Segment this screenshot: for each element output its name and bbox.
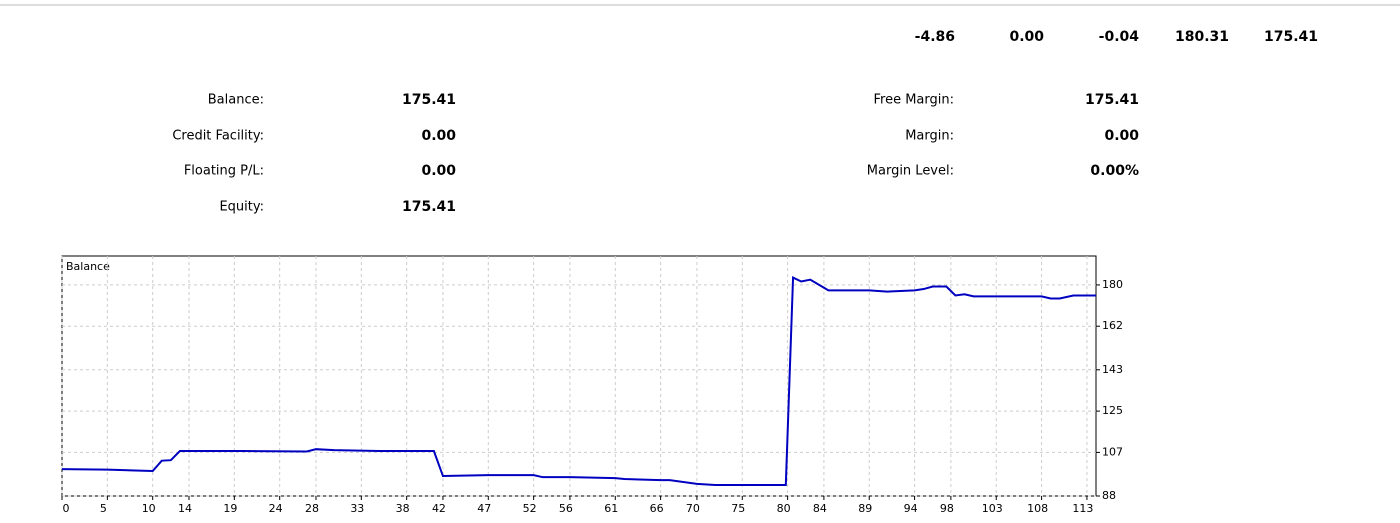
summary-value: 175.41 — [1085, 92, 1139, 108]
x-tick-label: 52 — [523, 502, 537, 515]
x-tick-label: 28 — [305, 502, 319, 515]
x-tick-label: 70 — [686, 502, 700, 515]
x-tick-label: 80 — [777, 502, 791, 515]
summary-label: Equity: — [219, 200, 264, 215]
summary-label: Margin Level: — [867, 164, 954, 179]
x-tick-label: 94 — [904, 502, 918, 515]
y-tick-label: 143 — [1102, 363, 1123, 376]
total-value: -0.04 — [1099, 29, 1140, 45]
x-tick-label: 33 — [350, 502, 364, 515]
x-tick-label: 98 — [940, 502, 954, 515]
x-tick-label: 0 — [63, 502, 70, 515]
summary-label: Balance: — [208, 93, 264, 108]
x-tick-label: 56 — [559, 502, 573, 515]
summary-label: Credit Facility: — [172, 129, 264, 144]
y-tick-label: 180 — [1102, 278, 1123, 291]
x-tick-label: 61 — [604, 502, 618, 515]
x-tick-label: 5 — [100, 502, 107, 515]
x-tick-label: 19 — [223, 502, 237, 515]
x-tick-label: 10 — [142, 502, 156, 515]
summary-label: Free Margin: — [873, 93, 954, 108]
x-tick-label: 66 — [650, 502, 664, 515]
summary-value: 0.00 — [421, 128, 456, 144]
x-tick-label: 75 — [731, 502, 745, 515]
y-tick-label: 162 — [1102, 319, 1123, 332]
x-tick-label: 47 — [477, 502, 491, 515]
summary-value: 0.00% — [1090, 163, 1139, 179]
total-value: 0.00 — [1009, 29, 1044, 45]
chart-frame — [61, 255, 1097, 497]
summary-value: 175.41 — [402, 92, 456, 108]
x-tick-label: 84 — [813, 502, 827, 515]
summary-value: 175.41 — [402, 199, 456, 215]
x-tick-label: 108 — [1027, 502, 1048, 515]
x-tick-label: 14 — [178, 502, 192, 515]
x-tick-label: 89 — [858, 502, 872, 515]
x-tick-label: 24 — [269, 502, 283, 515]
x-tick-label: 113 — [1072, 502, 1093, 515]
y-tick-label: 125 — [1102, 404, 1123, 417]
summary-value: 0.00 — [421, 163, 456, 179]
total-value: 175.41 — [1264, 29, 1318, 45]
x-tick-label: 103 — [982, 502, 1003, 515]
x-tick-label: 38 — [396, 502, 410, 515]
total-value: 180.31 — [1175, 29, 1229, 45]
x-tick-label: 42 — [432, 502, 446, 515]
summary-label: Margin: — [905, 129, 954, 144]
y-tick-label: 107 — [1102, 445, 1123, 458]
summary-label: Floating P/L: — [184, 164, 264, 179]
summary-value: 0.00 — [1104, 128, 1139, 144]
balance-line — [61, 276, 1096, 486]
chart-title: Balance — [66, 260, 110, 273]
total-value: -4.86 — [915, 29, 955, 45]
y-tick-label: 88 — [1102, 489, 1116, 502]
